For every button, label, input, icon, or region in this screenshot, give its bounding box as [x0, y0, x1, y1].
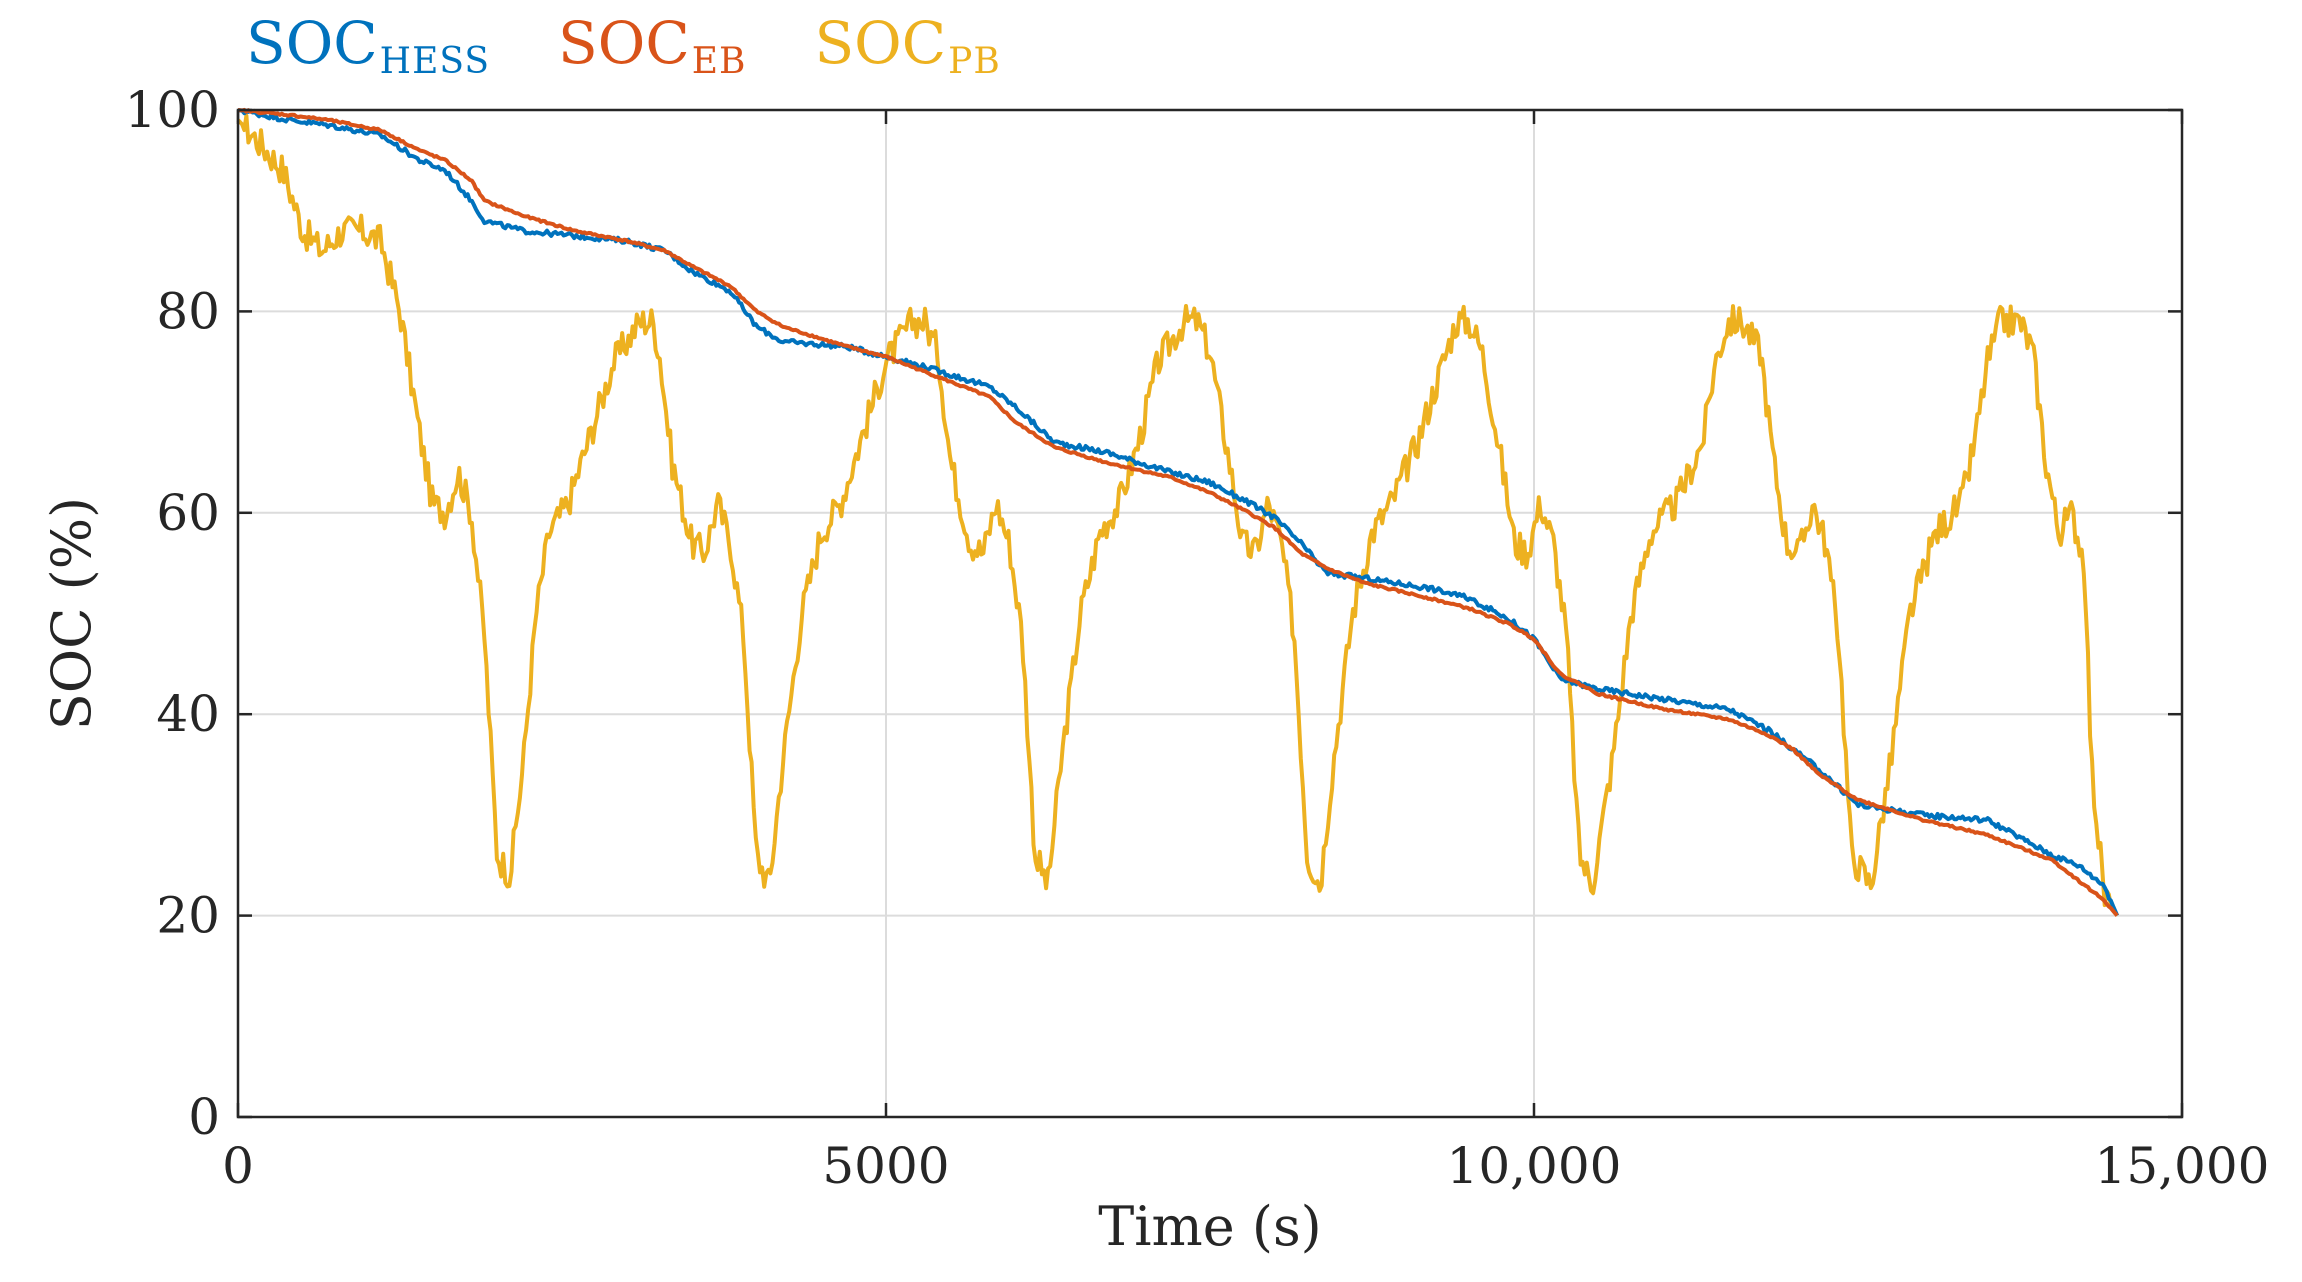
- x-tick-label: 10,000: [1447, 1137, 1622, 1195]
- legend-entry-hess: SOCHESS: [246, 14, 490, 80]
- legend-label-pb: SOC: [814, 9, 947, 77]
- y-tick-label: 100: [125, 81, 220, 139]
- legend-sub-pb: PB: [948, 41, 1001, 82]
- legend-entry-pb: SOCPB: [814, 14, 1000, 80]
- y-tick-label: 60: [156, 484, 220, 542]
- plot-frame: [236, 108, 2184, 1119]
- y-axis-label: SOC (%): [40, 497, 103, 730]
- y-tick-label: 20: [156, 887, 220, 945]
- legend-label-eb: SOC: [558, 9, 690, 77]
- y-tick-label: 40: [156, 685, 220, 743]
- legend-sub-hess: HESS: [379, 41, 491, 82]
- y-tick-label: 0: [188, 1088, 220, 1146]
- x-tick-label: 15,000: [2095, 1137, 2270, 1195]
- y-tick-label: 80: [156, 282, 220, 340]
- legend-label-hess: SOC: [246, 9, 378, 77]
- legend: SOCHESS SOCEB SOCPB: [246, 14, 1001, 80]
- legend-sub-eb: EB: [691, 41, 747, 82]
- series-line-soc-eb: [237, 107, 2119, 917]
- ticks: [236, 108, 2184, 1119]
- series-layer: [236, 107, 2120, 917]
- legend-entry-eb: SOCEB: [558, 14, 746, 80]
- grid: [238, 110, 2182, 1117]
- series-line-soc-pb: [236, 113, 2119, 917]
- x-tick-label: 5000: [822, 1137, 949, 1195]
- x-tick-label: 0: [222, 1137, 254, 1195]
- tick-labels: 0 20 40 60 80 100 0 5000 10,000 15,000: [125, 81, 2270, 1195]
- x-axis-label: Time (s): [1098, 1195, 1321, 1258]
